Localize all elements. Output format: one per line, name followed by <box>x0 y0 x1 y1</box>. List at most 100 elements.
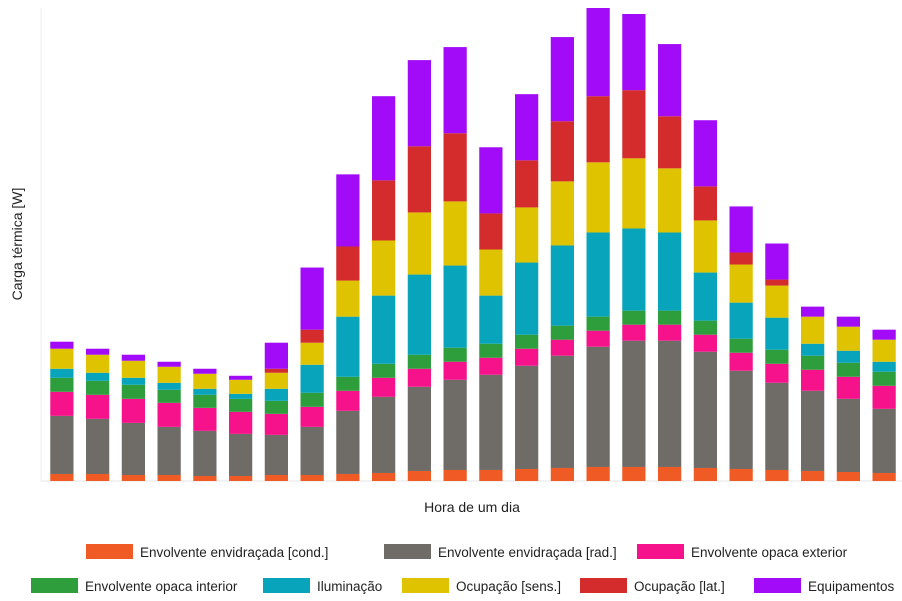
bar-segment-hour-9-series-8 <box>336 174 360 247</box>
bar-segment-hour-11-series-4 <box>407 354 431 369</box>
bar-segment-hour-14-series-5 <box>515 262 539 335</box>
legend-label-6: Ocupação [sens.] <box>456 579 561 594</box>
bar-segment-hour-11-series-8 <box>407 60 431 147</box>
bar-segment-hour-7-series-8 <box>264 342 288 369</box>
bar-segment-hour-23-series-2 <box>836 398 860 472</box>
bar-segment-hour-9-series-5 <box>336 316 360 377</box>
bar-segment-hour-13-series-6 <box>479 249 503 296</box>
bar-segment-hour-1-series-6 <box>50 348 74 369</box>
bar-segment-hour-12-series-3 <box>443 361 467 380</box>
bar-segment-hour-6-series-3 <box>229 411 253 434</box>
bar-segment-hour-23-series-5 <box>836 350 860 363</box>
bar-segment-hour-21-series-2 <box>765 382 789 470</box>
bar-segment-hour-18-series-8 <box>658 44 682 117</box>
bar-segment-hour-20-series-3 <box>729 352 753 371</box>
legend: Envolvente envidraçada [cond.] Envolvente… <box>31 544 895 594</box>
bar-segment-hour-3-series-3 <box>121 398 145 423</box>
bar-segment-hour-6-series-8 <box>229 375 253 380</box>
bar-segment-hour-14-series-1 <box>515 468 539 481</box>
bar-segment-hour-8-series-4 <box>300 392 324 407</box>
bar-segment-hour-23-series-3 <box>836 376 860 399</box>
bar-segment-hour-4-series-5 <box>157 382 181 390</box>
legend-swatch-7 <box>580 578 627 593</box>
bar-segment-hour-21-series-1 <box>765 469 789 481</box>
bar-segment-hour-15-series-1 <box>550 467 574 481</box>
bar-segment-hour-5-series-3 <box>193 407 217 431</box>
bar-segment-hour-24-series-2 <box>872 408 896 473</box>
bar-segment-hour-1-series-5 <box>50 368 74 378</box>
bar-segment-hour-20-series-6 <box>729 264 753 303</box>
bar-segment-hour-2-series-1 <box>86 473 110 481</box>
bar-segment-hour-23-series-6 <box>836 326 860 351</box>
bar-segment-hour-9-series-6 <box>336 280 360 317</box>
bar-segment-hour-9-series-2 <box>336 410 360 474</box>
bar-segment-hour-7-series-2 <box>264 434 288 475</box>
x-axis-title: Hora de um dia <box>424 499 520 515</box>
bar-segment-hour-22-series-6 <box>801 316 825 344</box>
bar-segment-hour-11-series-7 <box>407 146 431 213</box>
bar-segment-hour-12-series-2 <box>443 379 467 470</box>
bar-segment-hour-8-series-7 <box>300 329 324 343</box>
bar-segment-hour-5-series-6 <box>193 373 217 389</box>
bar-segment-hour-10-series-4 <box>372 363 396 378</box>
bar-segment-hour-10-series-1 <box>372 472 396 481</box>
bar-segment-hour-6-series-2 <box>229 433 253 476</box>
bar-segment-hour-19-series-5 <box>693 272 717 321</box>
bar-segment-hour-14-series-7 <box>515 160 539 208</box>
bar-segment-hour-16-series-3 <box>586 330 610 347</box>
bar-segment-hour-20-series-8 <box>729 206 753 253</box>
bar-segment-hour-7-series-4 <box>264 400 288 414</box>
bar-segment-hour-7-series-3 <box>264 413 288 435</box>
legend-swatch-6 <box>402 578 449 593</box>
bar-segment-hour-20-series-1 <box>729 468 753 481</box>
bar-segment-hour-15-series-6 <box>550 181 574 246</box>
bar-segment-hour-12-series-5 <box>443 265 467 348</box>
bar-segment-hour-4-series-8 <box>157 361 181 367</box>
bar-segment-hour-15-series-7 <box>550 121 574 182</box>
bars-group <box>50 8 896 481</box>
legend-label-5: Iluminação <box>317 579 382 594</box>
bar-segment-hour-24-series-3 <box>872 385 896 409</box>
bar-segment-hour-4-series-2 <box>157 426 181 475</box>
y-axis-title: Carga térmica [W] <box>9 188 25 301</box>
bar-segment-hour-21-series-5 <box>765 317 789 350</box>
bar-segment-hour-16-series-6 <box>586 162 610 233</box>
bar-segment-hour-16-series-7 <box>586 96 610 163</box>
legend-label-8: Equipamentos <box>808 579 895 594</box>
bar-segment-hour-15-series-3 <box>550 339 574 356</box>
bar-segment-hour-14-series-2 <box>515 365 539 469</box>
bar-segment-hour-8-series-3 <box>300 406 324 427</box>
bar-segment-hour-3-series-6 <box>121 360 145 378</box>
legend-label-1: Envolvente envidraçada [cond.] <box>140 545 328 560</box>
bar-segment-hour-19-series-4 <box>693 320 717 335</box>
bar-segment-hour-17-series-7 <box>622 90 646 159</box>
bar-segment-hour-16-series-1 <box>586 466 610 481</box>
bar-segment-hour-6-series-4 <box>229 398 253 412</box>
bar-segment-hour-24-series-8 <box>872 329 896 340</box>
bar-segment-hour-19-series-1 <box>693 467 717 481</box>
bar-segment-hour-17-series-8 <box>622 14 646 91</box>
bar-segment-hour-10-series-2 <box>372 396 396 473</box>
bar-segment-hour-9-series-7 <box>336 246 360 281</box>
bar-segment-hour-10-series-3 <box>372 377 396 397</box>
bar-segment-hour-7-series-1 <box>264 474 288 481</box>
bar-segment-hour-19-series-7 <box>693 186 717 221</box>
bar-segment-hour-8-series-6 <box>300 342 324 365</box>
bar-segment-hour-18-series-5 <box>658 232 682 311</box>
bar-segment-hour-5-series-1 <box>193 475 217 481</box>
bar-segment-hour-15-series-2 <box>550 355 574 468</box>
bar-segment-hour-8-series-5 <box>300 364 324 393</box>
bar-segment-hour-6-series-5 <box>229 393 253 399</box>
bar-segment-hour-6-series-1 <box>229 475 253 481</box>
legend-label-7: Ocupação [lat.] <box>634 579 725 594</box>
bar-segment-hour-20-series-7 <box>729 252 753 265</box>
bar-segment-hour-23-series-1 <box>836 471 860 481</box>
bar-segment-hour-18-series-3 <box>658 324 682 341</box>
bar-segment-hour-11-series-3 <box>407 368 431 387</box>
bar-segment-hour-2-series-4 <box>86 380 110 395</box>
bar-segment-hour-22-series-1 <box>801 470 825 481</box>
bar-segment-hour-4-series-6 <box>157 366 181 383</box>
bar-segment-hour-10-series-5 <box>372 295 396 364</box>
legend-swatch-5 <box>263 578 310 593</box>
